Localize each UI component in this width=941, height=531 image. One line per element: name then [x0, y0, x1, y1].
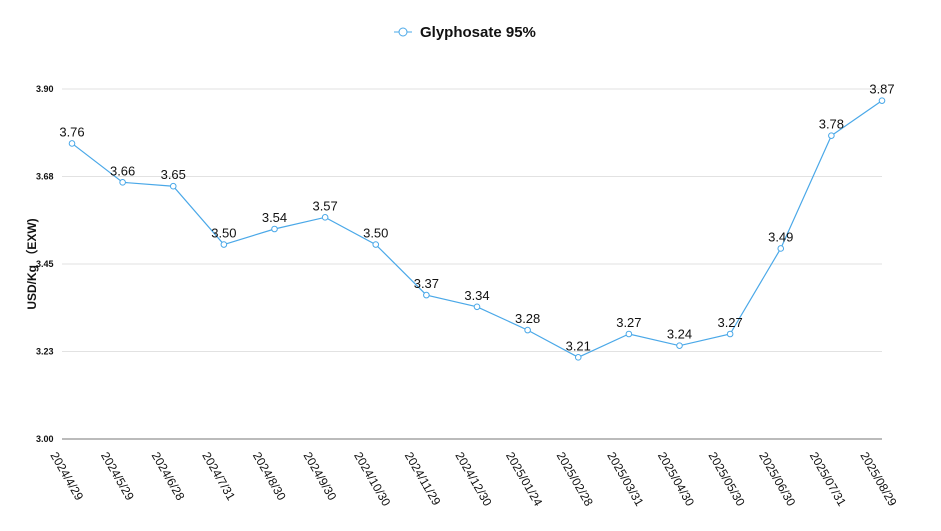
x-tick-label: 2024/12/30 [452, 450, 494, 509]
data-point [220, 241, 228, 248]
data-label: 3.34 [464, 288, 489, 303]
x-tick-label: 2024/7/31 [199, 450, 238, 504]
x-tick-label: 2025/06/30 [756, 450, 798, 509]
data-label: 3.27 [717, 315, 742, 330]
x-tick-label: 2024/6/28 [149, 450, 188, 504]
data-label: 3.50 [363, 226, 388, 241]
data-label: 3.21 [566, 338, 591, 353]
data-point [68, 140, 76, 147]
y-tick-label: 3.68 [36, 172, 54, 182]
x-tick-label: 2024/5/29 [98, 450, 137, 504]
x-tick-label: 2024/8/30 [250, 450, 289, 504]
x-tick-label: 2025/02/28 [554, 450, 596, 509]
x-tick-label: 2025/03/31 [604, 450, 646, 509]
x-tick-label: 2025/08/29 [857, 450, 899, 509]
data-point [625, 330, 633, 338]
y-tick-label: 3.45 [36, 259, 54, 269]
data-point [777, 245, 785, 252]
data-point [726, 330, 734, 338]
data-point [372, 241, 380, 248]
data-point [321, 214, 329, 221]
data-point [119, 179, 126, 186]
series-line [71, 100, 883, 359]
data-label: 3.76 [59, 124, 84, 139]
y-axis-label: USD/Kg （EXW) [24, 218, 39, 309]
x-tick-label: 2025/07/31 [807, 450, 849, 509]
data-point [271, 225, 278, 233]
data-label: 3.50 [211, 226, 236, 241]
x-tick-label: 2024/11/29 [402, 450, 444, 509]
data-point [828, 132, 835, 139]
legend: Glyphosate 95% [394, 24, 536, 41]
x-tick-label: 2024/4/29 [47, 450, 86, 504]
data-label: 3.54 [262, 210, 287, 225]
data-label: 3.65 [161, 167, 186, 182]
data-label: 3.87 [869, 82, 894, 97]
data-label: 3.27 [616, 315, 641, 330]
x-tick-label: 2024/9/30 [301, 450, 340, 504]
data-point [676, 342, 683, 349]
data-point [878, 97, 886, 104]
data-point [574, 354, 582, 361]
data-label: 3.24 [667, 327, 692, 342]
data-point [473, 303, 481, 311]
data-label: 3.78 [819, 117, 844, 132]
y-tick-label: 3.90 [36, 84, 54, 94]
data-label: 3.49 [768, 229, 793, 244]
data-point [423, 291, 430, 299]
data-label: 3.66 [110, 163, 135, 178]
y-tick-label: 3.23 [36, 347, 54, 357]
data-label: 3.57 [312, 198, 337, 213]
data-point [524, 326, 531, 334]
x-tick-label: 2024/10/30 [351, 450, 393, 509]
legend-marker [398, 27, 408, 37]
data-point [169, 182, 177, 190]
data-label: 3.37 [414, 276, 439, 291]
x-tick-label: 2025/05/30 [706, 450, 748, 509]
data-label: 3.28 [515, 311, 540, 326]
x-tick-label: 2025/04/30 [655, 450, 697, 509]
legend-label: Glyphosate 95% [420, 24, 536, 41]
x-tick-label: 2025/01/24 [503, 450, 545, 509]
y-tick-label: 3.00 [36, 434, 54, 444]
